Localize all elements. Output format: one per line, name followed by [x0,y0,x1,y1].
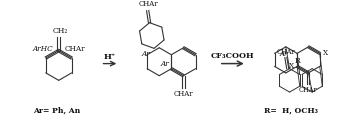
Text: H⁺: H⁺ [104,53,116,61]
Text: Ar: Ar [142,50,151,58]
Text: Ar= Ph, An: Ar= Ph, An [33,107,81,115]
Text: ArHC: ArHC [32,45,53,53]
Text: Ar: Ar [280,50,288,58]
Text: CHAr: CHAr [299,86,318,94]
Text: R: R [294,57,300,65]
Text: X: X [289,62,294,70]
Text: R=  H, OCH₃: R= H, OCH₃ [264,107,318,115]
Text: CH₂: CH₂ [53,27,68,35]
Text: CHAr: CHAr [64,45,85,53]
Text: CHAr: CHAr [174,90,193,98]
Text: CF₃COOH: CF₃COOH [211,52,254,60]
Text: X: X [323,49,328,57]
Text: CHAr: CHAr [277,48,295,56]
Text: Ar: Ar [161,60,169,68]
Text: CHAr: CHAr [139,0,158,8]
